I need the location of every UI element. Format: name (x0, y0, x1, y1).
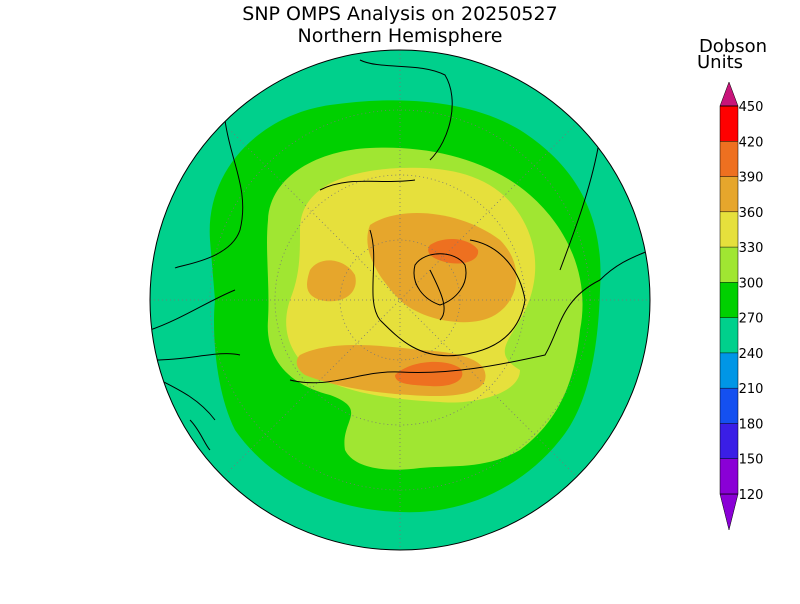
contour-band (307, 260, 356, 302)
colorbar-segment (720, 106, 738, 142)
colorbar-over (719, 81, 739, 107)
colorbar-segment (720, 141, 738, 177)
contour-band (367, 213, 517, 323)
title: SNP OMPS Analysis on 20250527 (242, 3, 557, 25)
subtitle: Northern Hemisphere (298, 25, 503, 47)
colorbar-segment (720, 352, 738, 389)
colorbar-segment (720, 317, 738, 353)
colorbar-label: Units (697, 52, 743, 73)
colorbar-segment (720, 176, 738, 212)
colorbar-tick-label: 120 (739, 488, 764, 503)
coastline (150, 59, 650, 451)
colorbar-segment (720, 458, 738, 494)
colorbar-segment (720, 211, 738, 248)
colorbar-tick-label: 240 (739, 347, 764, 362)
colorbar-segment (720, 388, 738, 424)
colorbar-segment (720, 282, 738, 318)
colorbar-tick-label: 360 (739, 206, 764, 221)
colorbar-tick-label: 300 (739, 276, 764, 291)
colorbar-tick-label: 330 (739, 241, 764, 256)
contour-band (428, 238, 479, 264)
colorbar-tick-label: 180 (739, 417, 764, 432)
colorbar-tick-label: 150 (739, 453, 764, 468)
contour-band (395, 361, 463, 387)
latitude-circle (339, 239, 461, 361)
colorbar-tick-label: 420 (739, 135, 764, 150)
colorbar-segment (720, 423, 738, 459)
colorbar-label: Dobson (699, 36, 767, 57)
colorbar-segment (720, 247, 738, 283)
map-disk (150, 50, 650, 550)
colorbar-tick-label: 390 (739, 171, 764, 186)
map-border (149, 49, 651, 551)
greenland (413, 253, 467, 306)
colorbar-tick-label: 270 (739, 312, 764, 327)
colorbar: 120 150 180 210 240 270 300 330 360 390 420 450 (719, 81, 764, 531)
colorbar-under (719, 493, 739, 531)
colorbar-tick-label: 450 (739, 100, 764, 115)
colorbar-tick-label: 210 (739, 382, 764, 397)
